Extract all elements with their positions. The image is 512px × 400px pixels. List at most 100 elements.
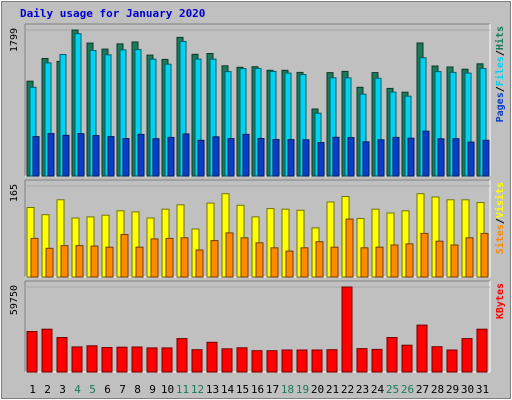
bar-sites-day-15 — [240, 237, 249, 278]
bar-kbytes-day-21 — [326, 349, 338, 373]
bar-pages-day-8 — [137, 133, 145, 177]
x-tick-label: 24 — [371, 383, 385, 396]
bar-kbytes-day-17 — [266, 350, 278, 373]
y-max-label: 165 — [9, 184, 20, 202]
x-tick-label: 27 — [416, 383, 429, 396]
x-tick-label: 2 — [44, 383, 51, 396]
bar-pages-day-11 — [182, 133, 190, 177]
legend-separator: / — [495, 86, 506, 92]
bar-pages-day-1 — [32, 136, 40, 177]
bar-kbytes-day-5 — [86, 345, 98, 373]
bar-sites-day-5 — [90, 245, 99, 278]
bar-sites-day-10 — [165, 237, 174, 278]
bar-sites-day-26 — [405, 243, 414, 278]
legend-separator: / — [495, 218, 506, 224]
bar-sites-day-25 — [390, 244, 399, 278]
chart-title: Daily usage for January 2020 — [20, 7, 205, 20]
x-axis-labels: 1 2 3 4 5 6 7 8 9 10 11 12 13 14 15 16 17 18 19 20 21 22 23 24 2… — [29, 383, 489, 396]
legend-sites: Sites — [494, 224, 506, 254]
bar-pages-day-6 — [107, 136, 115, 177]
bar-kbytes-day-26 — [401, 344, 413, 373]
bar-pages-day-24 — [377, 139, 385, 177]
bar-pages-day-28 — [437, 138, 445, 177]
bar-pages-day-30 — [467, 141, 475, 177]
bar-pages-day-5 — [92, 135, 100, 177]
bar-kbytes-day-29 — [446, 349, 458, 373]
legend-visits: Visits — [494, 182, 506, 218]
bar-sites-day-9 — [150, 238, 159, 278]
x-tick-label: 8 — [134, 383, 141, 396]
x-tick-label: 12 — [191, 383, 204, 396]
bar-sites-day-11 — [180, 237, 189, 278]
bar-kbytes-day-25 — [386, 337, 398, 373]
x-tick-label: 19 — [296, 383, 309, 396]
bar-kbytes-day-20 — [311, 349, 323, 373]
bar-pages-day-10 — [167, 136, 175, 177]
bar-kbytes-day-8 — [131, 346, 143, 373]
x-tick-label: 11 — [176, 383, 189, 396]
panel-legend: Pages/Files/Hits — [494, 26, 506, 122]
panel-legend: KBytes — [495, 283, 506, 319]
bar-pages-day-18 — [287, 139, 295, 177]
bar-kbytes-day-19 — [296, 349, 308, 373]
bar-sites-day-28 — [435, 240, 444, 278]
bar-pages-day-12 — [197, 139, 205, 177]
bar-kbytes-day-18 — [281, 349, 293, 373]
bar-kbytes-day-28 — [431, 346, 443, 373]
legend-hits: Hits — [494, 26, 506, 50]
x-tick-label: 4 — [74, 383, 81, 396]
bar-kbytes-day-15 — [236, 347, 248, 373]
bar-kbytes-day-3 — [56, 337, 68, 373]
x-tick-label: 25 — [386, 383, 399, 396]
bar-kbytes-day-7 — [116, 346, 128, 373]
x-tick-label: 22 — [341, 383, 354, 396]
bar-pages-day-22 — [347, 137, 355, 177]
legend-pages: Pages — [495, 92, 506, 122]
bar-pages-day-26 — [407, 137, 415, 177]
bar-kbytes-day-22 — [341, 286, 353, 373]
bar-pages-day-16 — [257, 138, 265, 177]
bar-kbytes-day-23 — [356, 348, 368, 373]
x-tick-label: 28 — [431, 383, 444, 396]
bar-kbytes-day-14 — [221, 348, 233, 373]
bar-pages-day-27 — [422, 130, 430, 177]
bar-sites-day-23 — [360, 247, 369, 278]
panel-kbytes: 59750 KBytes — [9, 280, 506, 373]
x-tick-label: 18 — [281, 383, 294, 396]
bar-sites-day-29 — [450, 244, 459, 278]
bar-sites-day-1 — [30, 237, 39, 278]
bar-sites-day-31 — [480, 232, 489, 278]
x-tick-label: 14 — [221, 383, 235, 396]
x-tick-label: 23 — [356, 383, 369, 396]
bar-pages-day-7 — [122, 138, 130, 177]
bar-sites-day-12 — [195, 249, 204, 278]
bar-pages-day-31 — [482, 139, 490, 177]
x-tick-label: 6 — [104, 383, 111, 396]
bar-kbytes-day-4 — [71, 346, 83, 373]
bar-sites-day-19 — [300, 247, 309, 278]
bar-sites-day-2 — [45, 247, 54, 278]
bar-kbytes-day-12 — [191, 349, 203, 373]
bar-pages-day-9 — [152, 138, 160, 177]
bar-pages-day-25 — [392, 136, 400, 177]
x-tick-label: 26 — [401, 383, 414, 396]
bar-sites-day-4 — [75, 245, 84, 278]
x-tick-label: 21 — [326, 383, 339, 396]
legend-kbytes: KBytes — [495, 283, 506, 319]
bar-pages-day-13 — [212, 136, 220, 177]
bar-sites-day-17 — [270, 247, 279, 278]
y-max-label: 59750 — [9, 285, 20, 315]
y-max-label: 1799 — [9, 28, 20, 52]
bar-kbytes-day-24 — [371, 348, 383, 373]
bar-kbytes-day-30 — [461, 338, 473, 373]
bar-pages-day-29 — [452, 138, 460, 177]
bar-sites-day-3 — [60, 245, 69, 278]
bar-sites-day-20 — [315, 241, 324, 278]
bar-pages-day-2 — [47, 133, 55, 177]
bar-sites-day-16 — [255, 242, 264, 278]
bar-sites-day-13 — [210, 240, 219, 278]
bar-kbytes-day-11 — [176, 338, 188, 373]
bar-pages-day-17 — [272, 139, 280, 177]
